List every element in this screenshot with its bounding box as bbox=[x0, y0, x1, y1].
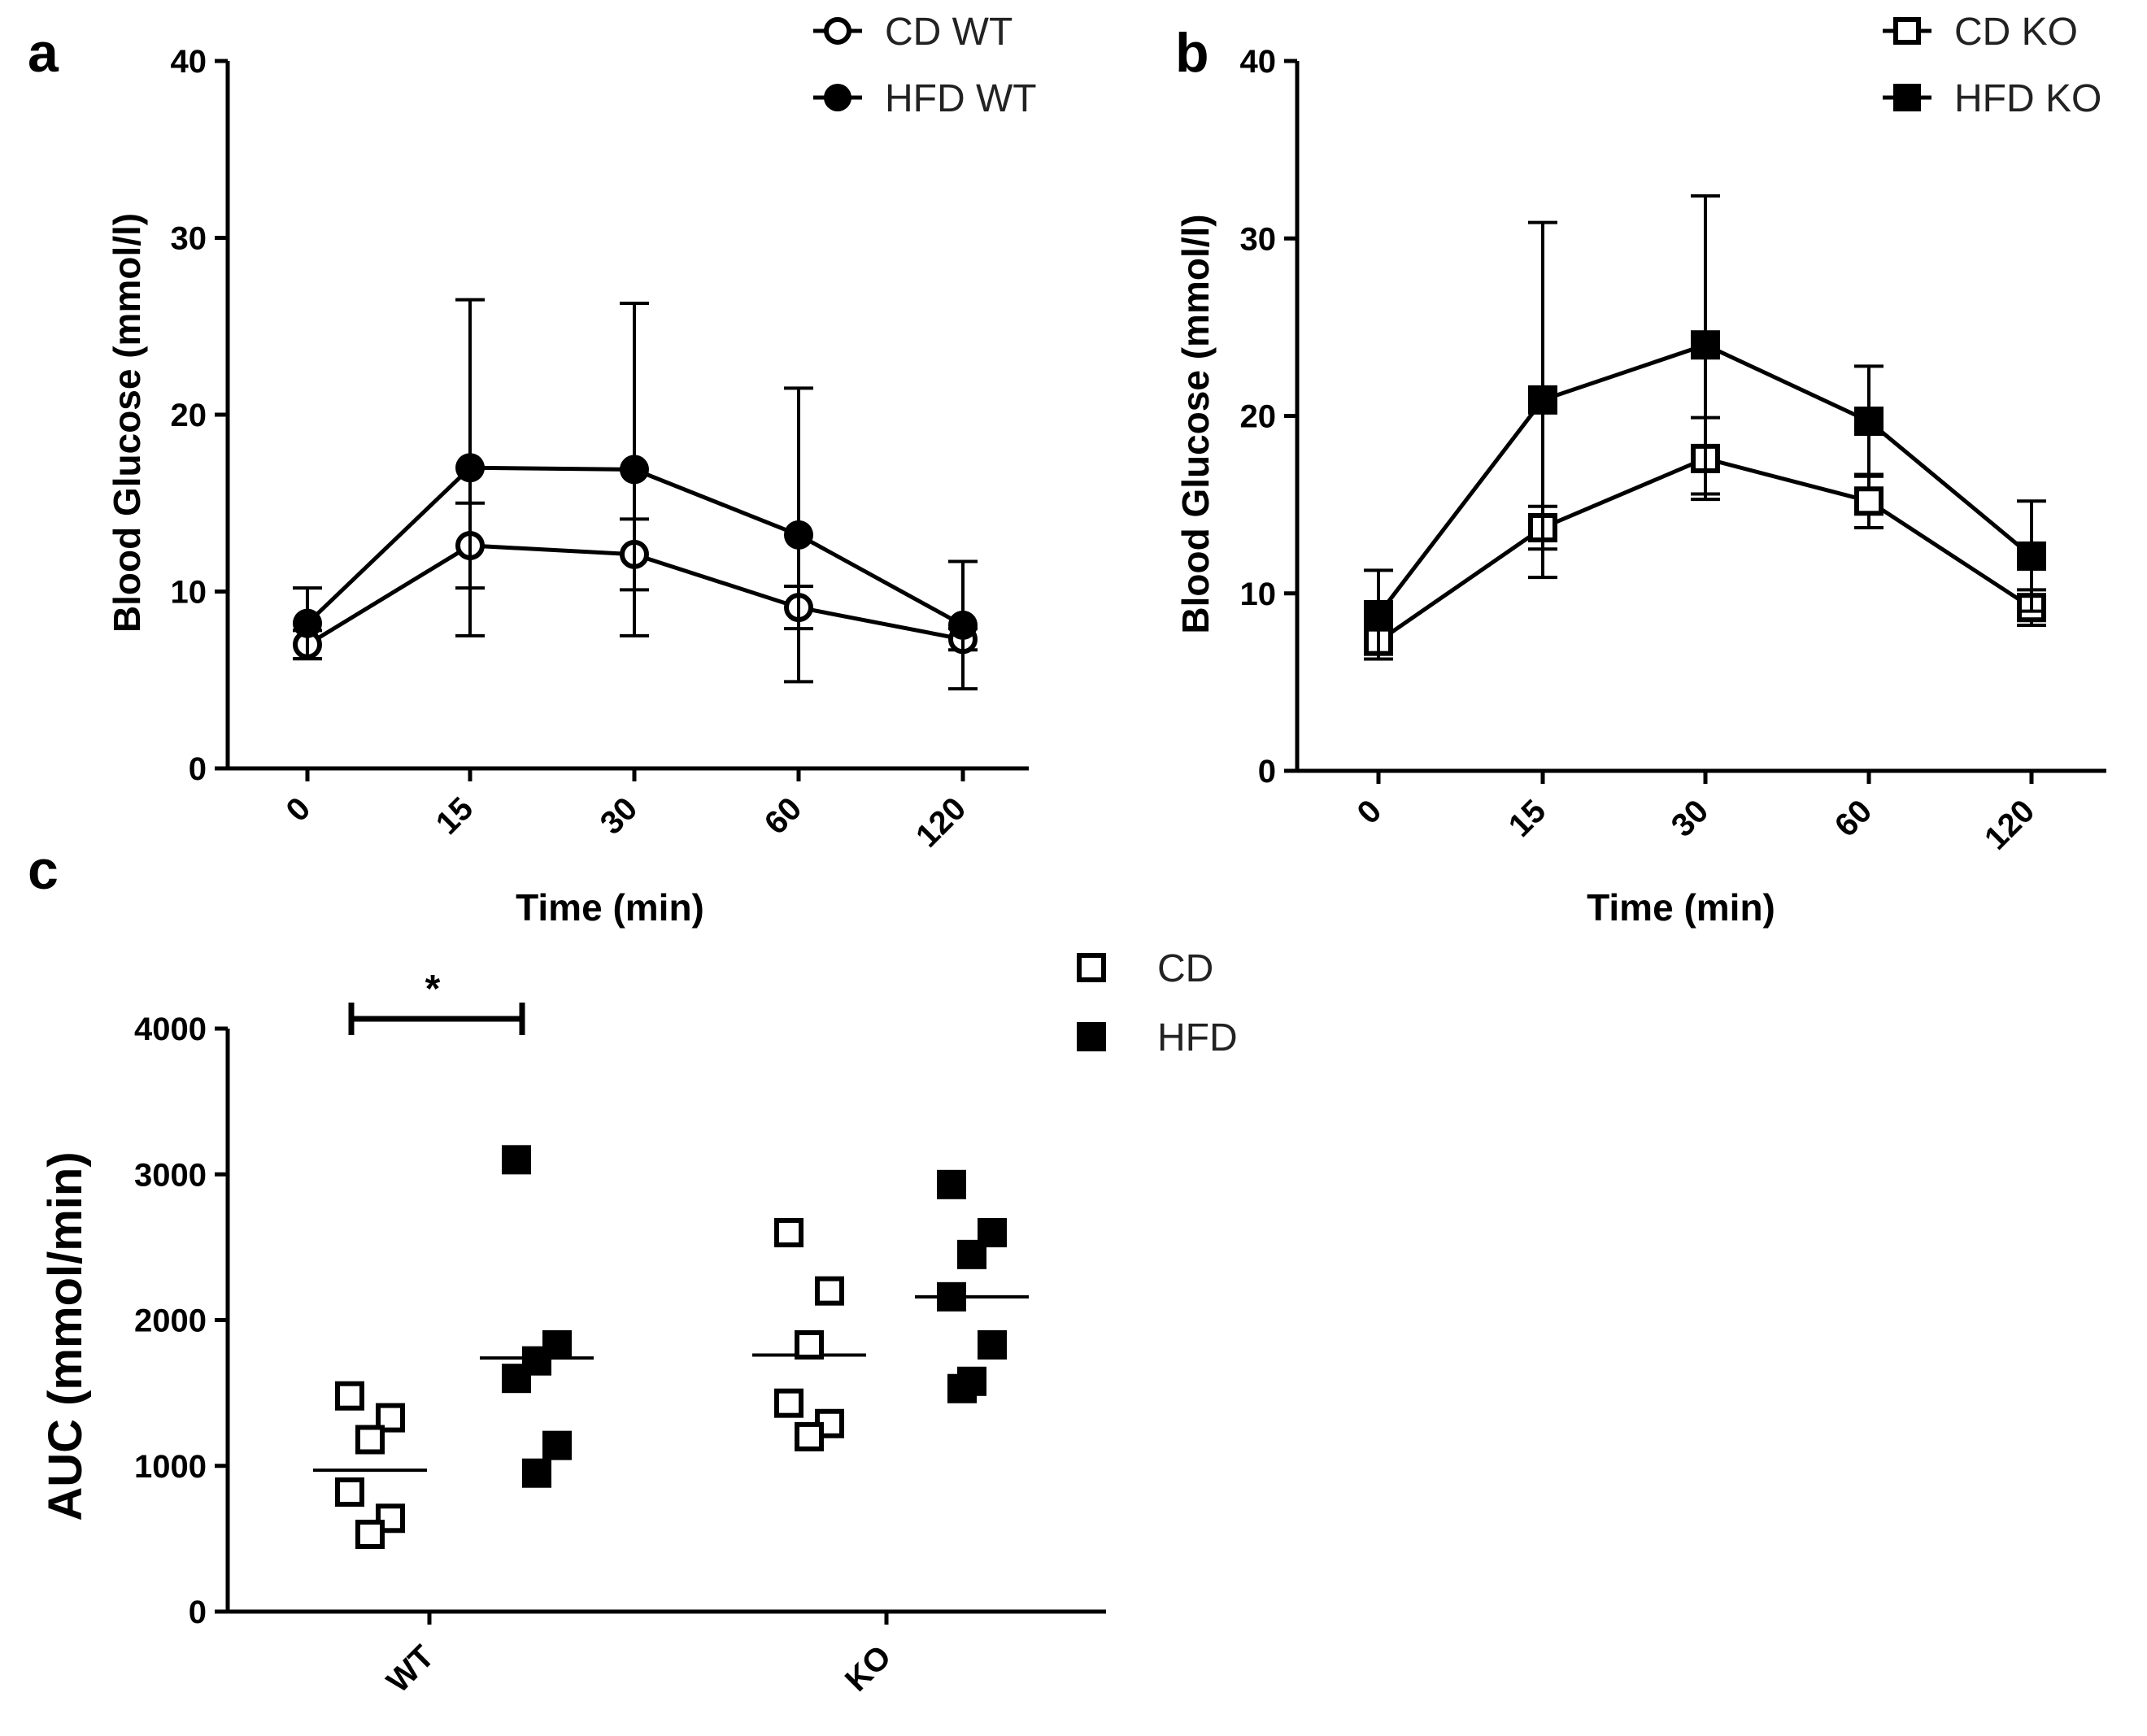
legend-entry: CD WT bbox=[813, 11, 1013, 54]
data-point bbox=[774, 1217, 803, 1247]
panel-letter: b bbox=[1175, 22, 1209, 84]
data-point bbox=[2017, 541, 2046, 571]
data-point bbox=[1854, 407, 1884, 437]
legend-marker bbox=[824, 17, 851, 45]
legend-label: HFD KO bbox=[1954, 77, 2101, 120]
y-axis-title: Blood Glucose (mmol/l) bbox=[106, 213, 148, 633]
panel-letter: c bbox=[28, 839, 59, 901]
data-point bbox=[784, 520, 813, 550]
legend-marker bbox=[1077, 1022, 1106, 1051]
y-tick-label: 40 bbox=[1240, 44, 1277, 80]
legend-label: CD KO bbox=[1954, 11, 2078, 54]
data-point bbox=[542, 1430, 572, 1460]
data-point bbox=[947, 1373, 977, 1403]
legend-label: HFD bbox=[1157, 1016, 1238, 1059]
data-point bbox=[355, 1425, 385, 1455]
data-point bbox=[1854, 486, 1884, 516]
y-tick-label: 30 bbox=[171, 221, 207, 257]
y-tick-label: 30 bbox=[1240, 221, 1277, 257]
x-tick-label: 30 bbox=[594, 790, 645, 842]
x-tick-label: 15 bbox=[1502, 793, 1553, 844]
x-tick-label: 60 bbox=[758, 790, 809, 842]
series-cd-wt bbox=[313, 1381, 427, 1549]
panel-letter: a bbox=[28, 22, 59, 84]
significance-bracket: * bbox=[348, 968, 525, 1035]
legend-entry: CD KO bbox=[1883, 11, 2078, 54]
x-tick-label: KO bbox=[838, 1638, 899, 1699]
data-point bbox=[1691, 330, 1720, 360]
data-point bbox=[948, 610, 978, 640]
y-tick-label: 0 bbox=[189, 751, 207, 787]
data-point bbox=[1528, 385, 1557, 415]
legend-entry: HFD KO bbox=[1883, 77, 2101, 120]
panel-c: c 0 1000 2000 3000 4000 WT KO AUC (mmol/min) * CD H… bbox=[28, 839, 1238, 1699]
data-point bbox=[774, 1388, 803, 1418]
data-point bbox=[335, 1381, 364, 1411]
series-hfd-ko bbox=[915, 1169, 1029, 1403]
x-tick-label: 15 bbox=[429, 790, 481, 842]
y-tick-label: 10 bbox=[1240, 576, 1277, 612]
x-tick-label: 120 bbox=[909, 790, 973, 854]
y-tick-label: 20 bbox=[1240, 399, 1277, 435]
panel-b: b 0 10 20 30 40 0 15 30 60 120 Time (min) Blood Gluc… bbox=[1174, 11, 2106, 929]
legend-label: HFD WT bbox=[885, 77, 1037, 120]
series-hfd-ko bbox=[1364, 194, 2046, 661]
legend-marker bbox=[1893, 17, 1921, 45]
data-point bbox=[937, 1281, 966, 1312]
y-tick-label: 20 bbox=[171, 398, 207, 433]
y-tick-label: 0 bbox=[1258, 754, 1276, 790]
legend-entry: CD bbox=[1077, 947, 1213, 990]
data-point bbox=[978, 1329, 1007, 1360]
data-point bbox=[1364, 599, 1393, 629]
series-hfd-wt bbox=[480, 1145, 594, 1488]
legend-marker bbox=[1893, 84, 1921, 111]
panel-a: a 0 10 20 30 40 0 15 30 60 120 Time (min) Blood Gluc… bbox=[28, 11, 1037, 929]
data-point bbox=[815, 1276, 844, 1306]
significance-star: * bbox=[425, 968, 441, 1011]
data-point bbox=[937, 1169, 966, 1199]
data-point bbox=[795, 1421, 824, 1451]
series-hfd-wt bbox=[293, 298, 978, 691]
data-point bbox=[522, 1458, 551, 1488]
data-point bbox=[335, 1477, 364, 1508]
x-tick-label: WT bbox=[380, 1638, 441, 1699]
series-cd-ko bbox=[752, 1217, 866, 1451]
data-point bbox=[957, 1239, 986, 1269]
y-tick-label: 40 bbox=[171, 44, 207, 80]
y-tick-label: 0 bbox=[189, 1595, 207, 1630]
y-axis-title: AUC (mmol/min) bbox=[39, 1151, 92, 1521]
y-tick-label: 4000 bbox=[134, 1012, 207, 1047]
x-tick-label: 30 bbox=[1665, 793, 1716, 844]
legend-entry: HFD WT bbox=[813, 77, 1037, 120]
data-point bbox=[502, 1364, 531, 1394]
data-point bbox=[355, 1519, 385, 1549]
x-tick-label: 60 bbox=[1828, 793, 1879, 844]
y-axis-title: Blood Glucose (mmol/l) bbox=[1174, 214, 1217, 633]
y-tick-label: 10 bbox=[171, 575, 207, 611]
data-point bbox=[455, 453, 485, 483]
x-tick-label: 0 bbox=[280, 790, 318, 829]
y-tick-label: 2000 bbox=[134, 1303, 207, 1339]
legend-entry: HFD bbox=[1077, 1016, 1238, 1059]
data-point bbox=[502, 1145, 531, 1175]
legend-marker bbox=[824, 84, 851, 111]
x-axis-title: Time (min) bbox=[1587, 886, 1775, 929]
legend-label: CD bbox=[1157, 947, 1213, 990]
y-tick-label: 1000 bbox=[134, 1449, 207, 1485]
x-axis-title: Time (min) bbox=[516, 886, 704, 929]
data-point bbox=[293, 608, 322, 638]
x-tick-label: 120 bbox=[1978, 793, 2041, 856]
y-tick-label: 3000 bbox=[134, 1157, 207, 1193]
data-point bbox=[620, 455, 649, 485]
data-point bbox=[795, 1329, 824, 1360]
legend-label: CD WT bbox=[885, 11, 1013, 54]
x-tick-label: 0 bbox=[1351, 793, 1389, 831]
legend-marker bbox=[1077, 953, 1106, 982]
